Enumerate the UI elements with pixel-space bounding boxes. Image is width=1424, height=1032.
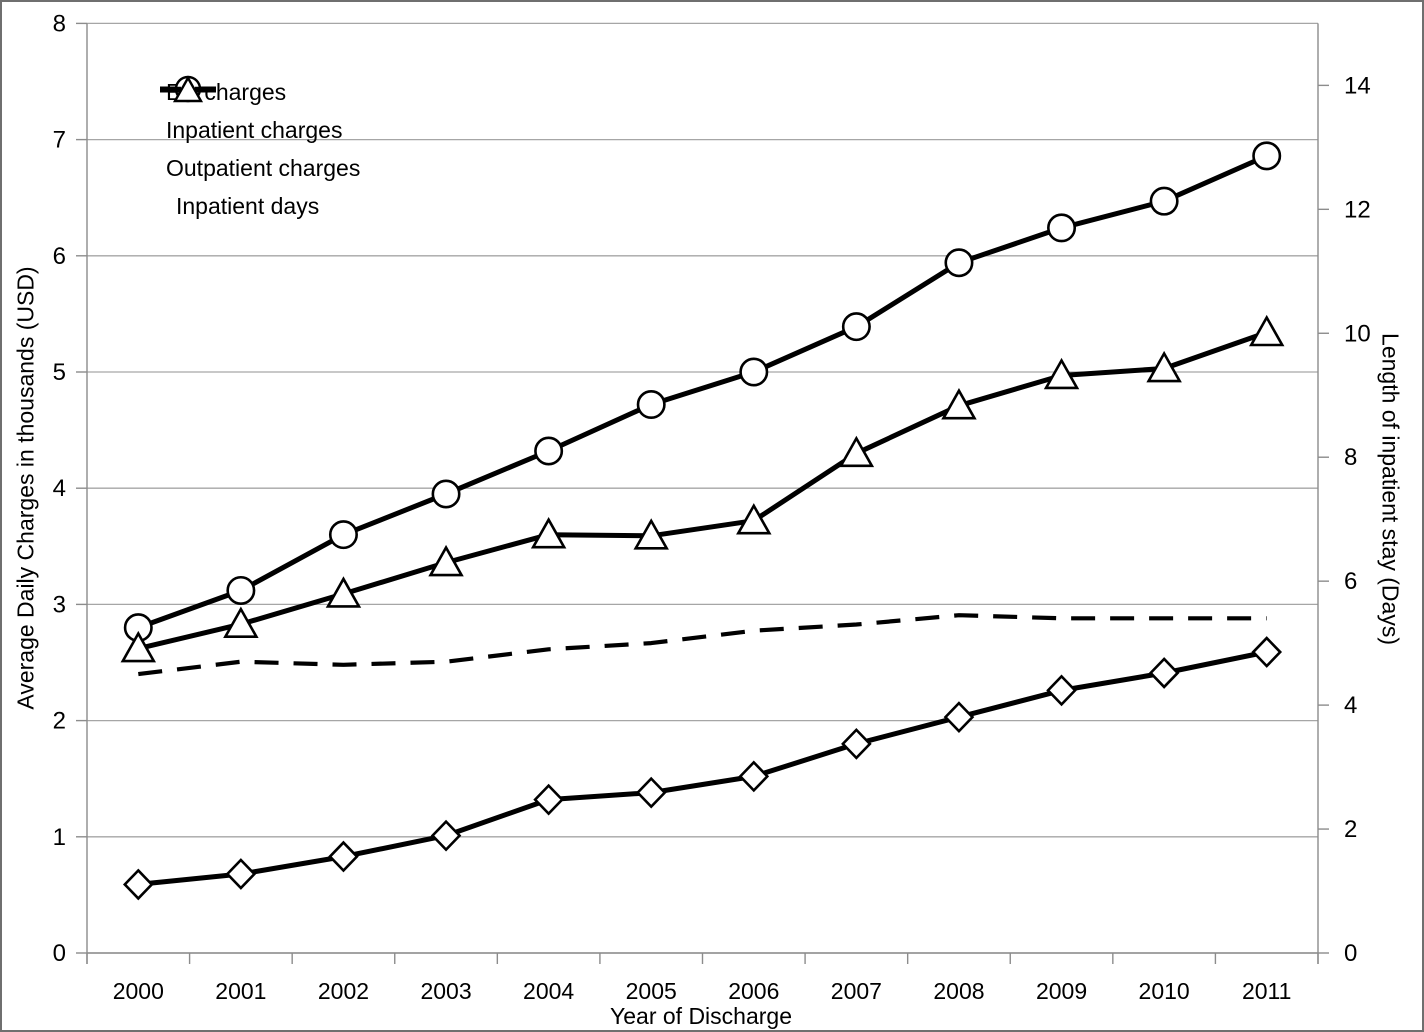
y-right-tick-label: 14: [1344, 72, 1371, 99]
legend-item-outpatient-charges: Outpatient charges: [159, 75, 361, 187]
triangle-marker: [633, 518, 669, 550]
diamond-marker: [225, 858, 257, 890]
diamond-marker: [841, 727, 872, 760]
y-axis-title-left: Average Daily Charges in thousands (USD): [12, 266, 39, 710]
triangle-marker: [941, 388, 977, 420]
triangle-marker: [1248, 314, 1285, 347]
y-left-tick-label: 8: [53, 10, 66, 37]
circle-marker: [328, 520, 358, 550]
legend-label: Inpatient charges: [166, 116, 343, 143]
y-left-tick-label: 4: [53, 475, 66, 502]
x-tick-label: 2000: [113, 978, 164, 1004]
series-line-outpatient-charges: [137, 330, 1268, 652]
y-right-tick-label: 12: [1344, 196, 1371, 223]
x-tick-label: 2007: [831, 978, 882, 1004]
diamond-marker: [328, 840, 359, 873]
diamond-marker: [635, 776, 667, 809]
y-right-tick-label: 0: [1344, 940, 1357, 967]
diamond-marker: [943, 701, 975, 733]
circle-marker: [841, 312, 871, 342]
x-tick-label: 2011: [1242, 978, 1291, 1004]
x-tick-label: 2008: [933, 978, 984, 1004]
x-tick-label: 2006: [728, 978, 779, 1004]
triangle-marker: [530, 517, 567, 549]
triangle-marker: [428, 544, 464, 577]
legend: ED charges Inpatient charges Outpatient …: [159, 73, 360, 225]
circle-marker: [1047, 213, 1077, 243]
y-left-tick-label: 3: [53, 591, 66, 618]
series-line-inpatient-charges: [137, 153, 1268, 630]
x-axis-title: Year of Discharge: [610, 1003, 792, 1029]
y-left-tick-label: 7: [53, 127, 66, 154]
y-axis-title-right: Length of inpatient stay (Days): [1377, 333, 1404, 645]
x-tick-label: 2002: [318, 978, 369, 1004]
y-right-tick-label: 10: [1344, 320, 1371, 347]
diamond-marker: [738, 760, 770, 793]
circle-marker: [431, 479, 461, 509]
x-tick-label: 2004: [523, 978, 574, 1004]
triangle-marker: [325, 576, 362, 608]
y-right-tick-label: 4: [1344, 692, 1357, 719]
y-right-tick-label: 6: [1344, 568, 1357, 595]
diamond-marker: [1148, 657, 1180, 689]
triangle-marker: [1043, 357, 1080, 390]
circle-marker: [636, 390, 666, 420]
legend-item-inpatient-days: Inpatient days: [159, 86, 360, 225]
diamond-marker: [1251, 636, 1283, 668]
x-tick-label: 2003: [420, 978, 471, 1004]
y-left-tick-label: 1: [53, 824, 66, 851]
diamond-marker: [122, 868, 154, 901]
dashed-line-icon: [160, 86, 217, 92]
circle-marker: [1252, 141, 1282, 171]
x-tick-label: 2009: [1036, 978, 1087, 1004]
diamond-marker: [430, 819, 462, 852]
legend-item-inpatient-charges: Inpatient charges: [159, 75, 360, 149]
legend-label: Outpatient charges: [166, 154, 361, 181]
legend-label: Inpatient days: [176, 192, 320, 219]
y-left-tick-label: 6: [53, 243, 66, 270]
series-line-inpatient-days: [138, 613, 1267, 677]
y-left-tick-label: 0: [53, 940, 66, 967]
y-left-tick-label: 5: [53, 359, 66, 386]
x-tick-label: 2001: [215, 978, 266, 1004]
x-tick-label: 2010: [1139, 978, 1190, 1004]
diamond-marker: [533, 783, 564, 816]
triangle-marker: [120, 630, 157, 663]
triangle-marker: [838, 435, 875, 468]
triangle-marker: [223, 606, 259, 638]
diamond-marker: [1046, 674, 1077, 707]
circle-marker: [739, 357, 769, 387]
circle-marker: [226, 575, 256, 605]
triangle-marker: [1146, 350, 1182, 383]
circle-marker: [1149, 186, 1179, 216]
y-right-tick-label: 2: [1344, 816, 1357, 843]
circle-marker: [534, 436, 564, 466]
y-right-tick-label: 8: [1344, 444, 1357, 471]
x-tick-label: 2005: [626, 978, 677, 1004]
circle-marker: [944, 248, 974, 278]
y-left-tick-label: 2: [53, 708, 66, 735]
series-line-ed-charges: [138, 649, 1268, 887]
triangle-marker: [736, 503, 772, 535]
